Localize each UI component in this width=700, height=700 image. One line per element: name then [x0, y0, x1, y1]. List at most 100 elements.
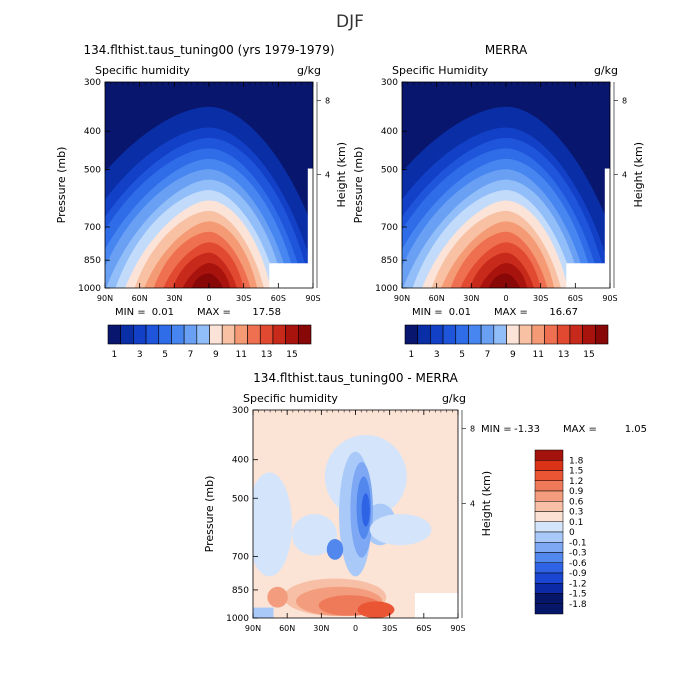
min-label: MIN = [115, 307, 146, 318]
colorbar-box [534, 552, 564, 563]
y-tick-label: 850 [84, 256, 101, 266]
min-value: 0.01 [152, 307, 174, 318]
colorbar-label: 1.5 [569, 467, 583, 477]
colorbar-label: 0.1 [569, 518, 583, 528]
colorbar-box [595, 324, 609, 345]
x-tick-label: 0 [353, 624, 358, 633]
plot-field [402, 82, 610, 288]
field-label: Specific Humidity [392, 64, 489, 77]
colorbar-label: 13 [558, 350, 569, 360]
y-tick-label: 700 [232, 552, 249, 562]
colorbar-label: 9 [510, 350, 516, 360]
colorbar-box [506, 324, 520, 345]
max-label: MAX = [563, 424, 597, 435]
x-tick-label: 30S [533, 294, 548, 303]
colorbar-label: 9 [213, 350, 219, 360]
terrain-mask [566, 263, 610, 288]
y-tick-label: 500 [232, 494, 249, 504]
colorbar-box [534, 470, 564, 481]
x-tick-label: 60N [279, 624, 295, 633]
colorbar-box [534, 480, 564, 492]
x-tick-label: 30S [236, 294, 251, 303]
colorbar-box [209, 324, 223, 345]
x-tick-label: 60S [568, 294, 583, 303]
max-value: 17.58 [252, 307, 281, 318]
units-label: g/kg [594, 64, 618, 77]
colorbar-label: -1.8 [569, 600, 587, 610]
y-tick-label: 1000 [375, 284, 398, 294]
colorbar-box [234, 324, 248, 345]
y-axis-label: Pressure (mb) [203, 476, 216, 553]
units-label: g/kg [442, 392, 466, 405]
min-label: MIN = [481, 424, 512, 435]
max-label: MAX = [494, 307, 528, 318]
colorbar-box [534, 583, 564, 594]
terrain-mask [604, 168, 610, 288]
colorbar-label: 1 [408, 350, 414, 360]
colorbar-label: -0.9 [569, 569, 587, 579]
x-tick-label: 60S [271, 294, 286, 303]
colorbar-label: 0.9 [569, 487, 584, 497]
y-tick-label: 850 [232, 586, 249, 596]
contour-level [488, 273, 521, 288]
contour-level [267, 586, 288, 608]
x-tick-label: 30N [166, 294, 182, 303]
panel-1: 134.flthist.taus_tuning00 (yrs 1979-1979… [55, 43, 348, 360]
colorbar-label: 7 [188, 350, 194, 360]
colorbar-label: 1.2 [569, 477, 583, 487]
x-tick-label: 90S [305, 294, 320, 303]
x-tick-label: 90N [97, 294, 113, 303]
colorbar-label: 15 [286, 350, 297, 360]
colorbar-label: 15 [583, 350, 594, 360]
x-tick-label: 60N [429, 294, 445, 303]
colorbar-box [534, 562, 564, 574]
colorbar-box [534, 603, 564, 615]
panel-title: 134.flthist.taus_tuning00 - MERRA [253, 371, 458, 385]
x-tick-label: 60S [416, 624, 431, 633]
y-axis-label: Pressure (mb) [55, 147, 68, 224]
panel-title: 134.flthist.taus_tuning00 (yrs 1979-1979… [83, 43, 334, 57]
colorbar-label: 3 [434, 350, 440, 360]
colorbar-box [259, 324, 274, 345]
y-tick-label: 400 [232, 456, 249, 466]
contour-level [291, 514, 338, 556]
colorbar-label: -1.2 [569, 579, 587, 589]
colorbar-box [534, 490, 564, 502]
x-tick-label: 30N [463, 294, 479, 303]
colorbar-box [534, 511, 564, 522]
colorbar-box [468, 324, 482, 345]
colorbar-label: 3 [137, 350, 143, 360]
colorbar-label: 1 [111, 350, 117, 360]
contour-level [361, 493, 370, 527]
units-label: g/kg [297, 64, 321, 77]
colorbar-box [556, 324, 571, 345]
x-tick-label: 90N [394, 294, 410, 303]
colorbar-box [107, 324, 121, 345]
colorbar-box [569, 324, 583, 345]
colorbar-box [442, 324, 457, 345]
colorbar-label: 11 [235, 350, 246, 360]
colorbar-box [534, 460, 564, 471]
colorbar-box [285, 324, 299, 345]
colorbar-label: 0.3 [569, 508, 583, 518]
y-tick-label: 500 [84, 165, 101, 175]
colorbar-box [534, 449, 564, 461]
y-axis-label: Pressure (mb) [352, 147, 365, 224]
colorbar-label: -0.3 [569, 549, 587, 559]
colorbar-label: -0.1 [569, 538, 587, 548]
y-tick-label: 400 [84, 127, 101, 137]
y-tick-label: 300 [232, 406, 249, 416]
panel-title: MERRA [485, 43, 528, 57]
colorbar-box [518, 324, 533, 345]
max-value: 16.67 [549, 307, 578, 318]
colorbar-label: -1.5 [569, 590, 587, 600]
contour-level [253, 607, 274, 618]
height-tick-label: 4 [622, 171, 627, 180]
x-tick-label: 0 [503, 294, 508, 303]
field-label: Specific humidity [243, 392, 338, 405]
figure-title: DJF [336, 12, 364, 32]
colorbar-label: 13 [261, 350, 272, 360]
y-tick-label: 300 [84, 78, 101, 88]
